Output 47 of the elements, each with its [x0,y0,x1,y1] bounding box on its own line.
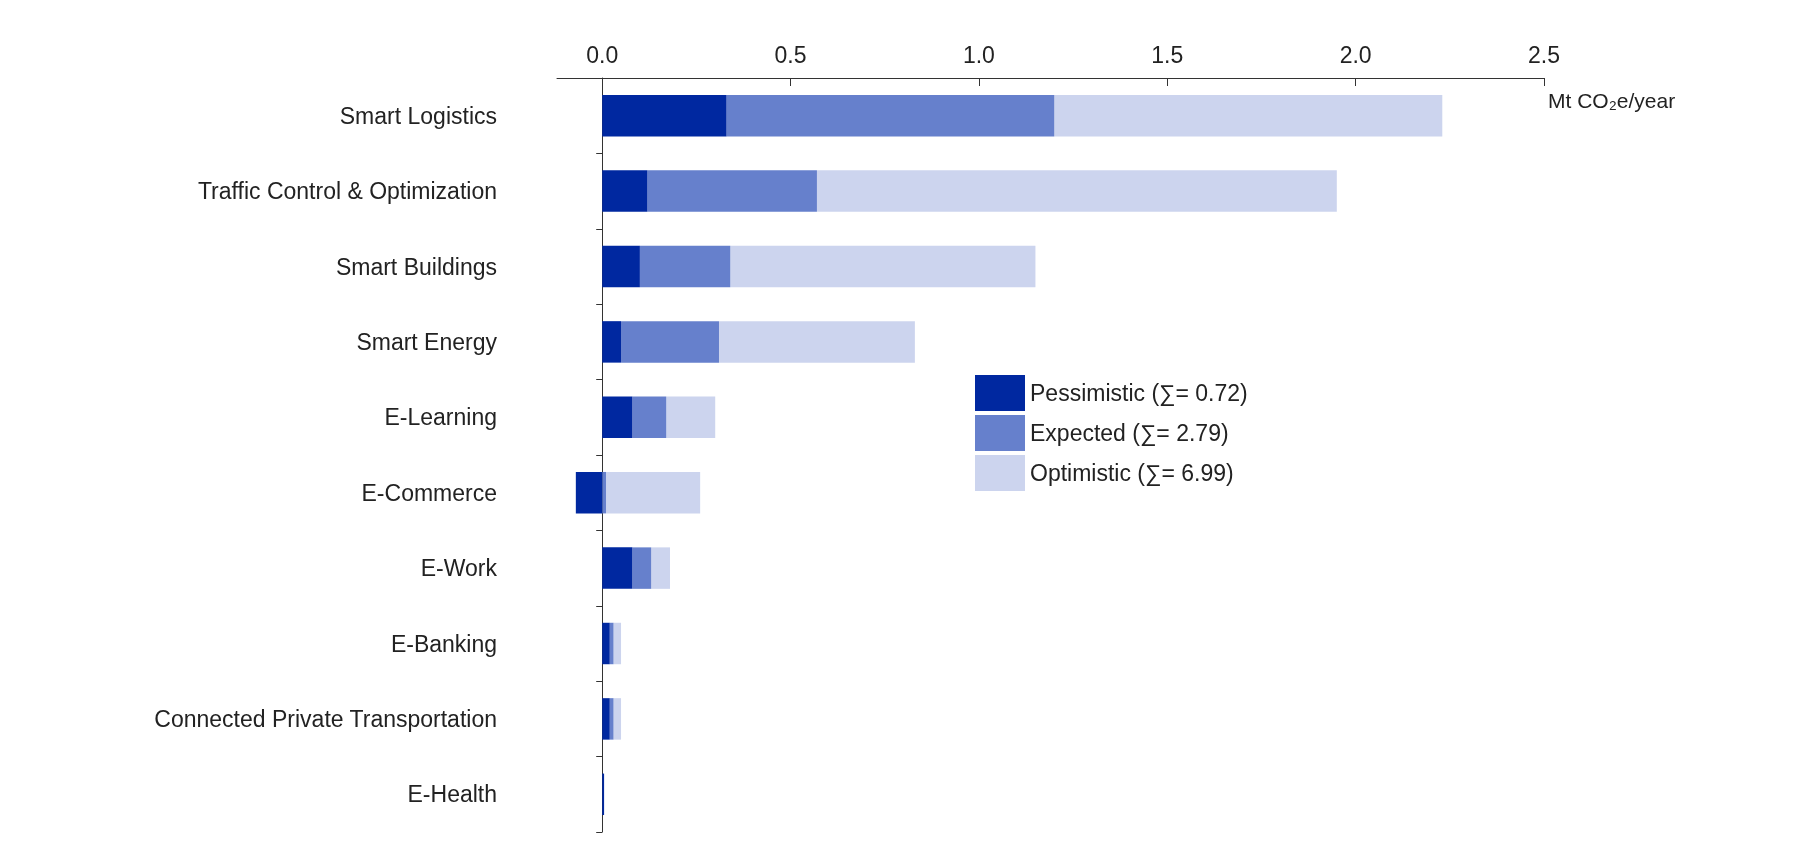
bar [639,245,731,288]
bar [605,471,701,514]
y-tick-label: E-Commerce [361,479,497,506]
x-tick-label: 2.5 [1528,41,1560,68]
bar [602,396,633,439]
x-tick-label: 1.0 [962,41,995,68]
bar [666,396,716,439]
x-axis-title: Mt CO₂e/year [1548,89,1676,112]
bar [613,622,622,665]
bar [718,321,915,363]
bar [602,471,606,514]
y-tick-label: Connected Private Transportation [154,705,497,732]
bar [621,321,719,363]
bar [602,622,610,665]
y-tick-label: E-Work [420,555,498,582]
bar [1054,94,1443,137]
bar [602,245,640,288]
bar [632,547,652,589]
bar [602,698,610,740]
x-tick-label: 0.5 [774,41,807,68]
x-tick-label: 0.0 [586,41,619,68]
y-tick-label: Smart Logistics [339,102,497,129]
bar [602,94,727,137]
y-tick-label: Smart Energy [356,328,498,355]
y-tick-label: E-Banking [390,630,497,657]
x-tick-label: 1.5 [1151,41,1184,68]
bar [647,170,817,212]
bar [816,170,1337,212]
bar [609,622,614,665]
bar [602,547,633,589]
legend-label: Expected (∑= 2.79) [1030,420,1229,446]
bar [575,471,603,514]
bar [651,547,671,589]
bar [602,170,648,212]
bar [632,396,667,439]
y-tick-label: E-Learning [384,404,497,431]
y-tick-label: Traffic Control & Optimization [197,178,497,205]
bar [609,698,614,740]
x-tick-label: 2.0 [1339,41,1372,68]
y-tick-label: E-Health [407,781,497,808]
bar [602,321,622,363]
legend-label: Optimistic (∑= 6.99) [1030,460,1234,486]
legend-label: Pessimistic (∑= 0.72) [1030,380,1248,406]
bar [726,94,1055,137]
y-tick-label: Smart Buildings [335,253,497,280]
bar [613,698,622,740]
bar [730,245,1036,288]
